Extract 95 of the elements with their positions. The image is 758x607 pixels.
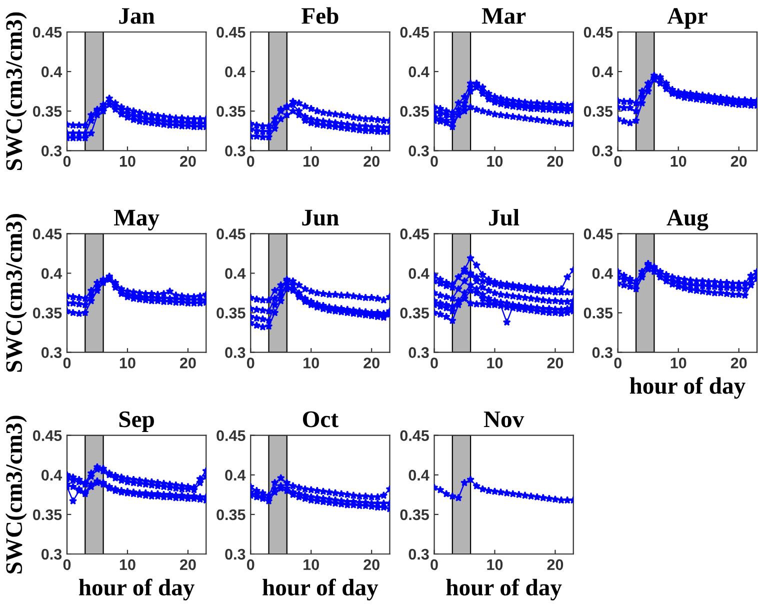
x-tick-label: 0: [614, 156, 622, 167]
y-tick-label: 0.45: [216, 228, 246, 240]
x-tick-label: 0: [246, 559, 254, 570]
x-tick-label: 0: [63, 358, 71, 368]
x-tick-label: 0: [430, 358, 438, 368]
y-tick-label: 0.3: [225, 146, 246, 156]
x-tick-label: 20: [547, 156, 564, 167]
chart-title: May: [114, 210, 160, 230]
y-tick-label: 0.3: [408, 347, 429, 358]
y-tick-label: 0.45: [400, 26, 429, 38]
y-tick-label: 0.35: [584, 106, 613, 117]
x-tick-label: 10: [670, 156, 686, 167]
x-tick-label: 20: [364, 559, 380, 570]
x-tick-label: 10: [304, 358, 319, 368]
y-axis-title: SWC(cm3/cm3): [5, 12, 27, 170]
y-tick-label: 0.35: [33, 308, 62, 318]
x-axis-title: hour of day: [630, 376, 746, 399]
x-tick-label: 10: [487, 358, 503, 368]
x-tick-label: 0: [430, 559, 438, 570]
x-tick-label: 0: [246, 156, 254, 167]
x-tick-label: 10: [670, 358, 686, 368]
x-tick-label: 20: [180, 156, 196, 167]
y-tick-label: 0.35: [400, 106, 429, 117]
chart-title: Aug: [666, 210, 708, 231]
x-axis-title: hour of day: [262, 578, 378, 600]
y-tick-label: 0.35: [33, 509, 62, 520]
y-tick-label: 0.45: [216, 430, 246, 442]
x-tick-label: 20: [547, 358, 564, 368]
x-tick-label: 0: [614, 358, 622, 368]
y-tick-label: 0.45: [33, 26, 62, 38]
y-tick-label: 0.35: [400, 509, 429, 520]
y-tick-label: 0.35: [33, 106, 62, 117]
chart-title: Mar: [482, 8, 526, 24]
x-tick-label: 10: [304, 156, 319, 167]
y-tick-label: 0.45: [33, 430, 62, 442]
y-tick-label: 0.3: [592, 146, 612, 156]
y-tick-label: 0.3: [408, 146, 429, 156]
chart-title: Jul: [489, 208, 520, 226]
y-tick-label: 0.45: [584, 26, 613, 38]
y-tick-label: 0.4: [408, 66, 430, 78]
x-tick-label: 10: [487, 559, 503, 570]
chart-title: Apr: [667, 8, 708, 29]
x-axis-title: hour of day: [446, 578, 562, 600]
y-tick-label: 0.35: [400, 308, 429, 318]
y-tick-label: 0.35: [216, 308, 246, 318]
y-tick-label: 0.3: [408, 548, 429, 560]
x-tick-label: 10: [120, 559, 136, 570]
x-tick-label: 20: [180, 559, 196, 570]
x-tick-label: 20: [364, 358, 380, 368]
chart-title: Oct: [302, 411, 338, 428]
y-tick-label: 0.45: [216, 26, 246, 38]
y-tick-label: 0.45: [400, 430, 429, 442]
y-tick-label: 0.3: [225, 548, 246, 560]
y-tick-label: 0.4: [592, 268, 613, 279]
x-tick-label: 20: [730, 358, 747, 368]
x-tick-label: 10: [304, 559, 319, 570]
x-tick-label: 20: [547, 559, 564, 570]
x-tick-label: 10: [487, 156, 503, 167]
y-tick-label: 0.4: [592, 66, 613, 78]
chart-title: Sep: [119, 411, 154, 432]
x-tick-label: 20: [180, 358, 196, 368]
y-tick-label: 0.35: [216, 509, 246, 520]
y-tick-label: 0.4: [42, 470, 62, 481]
chart-title: Jan: [119, 8, 155, 24]
y-tick-label: 0.3: [225, 347, 246, 358]
x-axis-title: hour of day: [78, 578, 195, 600]
y-tick-label: 0.4: [42, 66, 62, 78]
y-tick-label: 0.4: [225, 470, 246, 481]
x-tick-label: 20: [364, 156, 380, 167]
x-tick-label: 0: [63, 559, 71, 570]
y-tick-label: 0.45: [33, 228, 62, 240]
x-tick-label: 0: [246, 358, 254, 368]
y-tick-label: 0.4: [42, 268, 62, 279]
x-tick-label: 0: [63, 156, 71, 167]
chart-title: Feb: [302, 7, 338, 24]
x-tick-label: 10: [120, 156, 136, 167]
y-tick-label: 0.45: [400, 228, 429, 240]
chart-title: Nov: [484, 412, 524, 428]
x-tick-label: 10: [120, 358, 136, 368]
chart-title: Jun: [302, 210, 339, 226]
y-tick-label: 0.4: [408, 268, 430, 279]
y-axis-title: SWC(cm3/cm3): [5, 416, 27, 574]
x-tick-label: 20: [730, 156, 747, 167]
y-tick-label: 0.4: [225, 268, 246, 279]
y-tick-label: 0.45: [584, 228, 613, 240]
y-axis-title: SWC(cm3/cm3): [5, 214, 27, 372]
y-tick-label: 0.4: [225, 66, 246, 78]
y-tick-label: 0.3: [42, 548, 62, 560]
y-tick-label: 0.3: [42, 347, 62, 358]
y-tick-label: 0.35: [584, 308, 613, 318]
y-tick-label: 0.4: [408, 470, 430, 481]
y-tick-label: 0.35: [216, 106, 246, 117]
y-tick-label: 0.3: [592, 347, 612, 358]
y-tick-label: 0.3: [42, 146, 62, 156]
x-tick-label: 0: [430, 156, 438, 167]
